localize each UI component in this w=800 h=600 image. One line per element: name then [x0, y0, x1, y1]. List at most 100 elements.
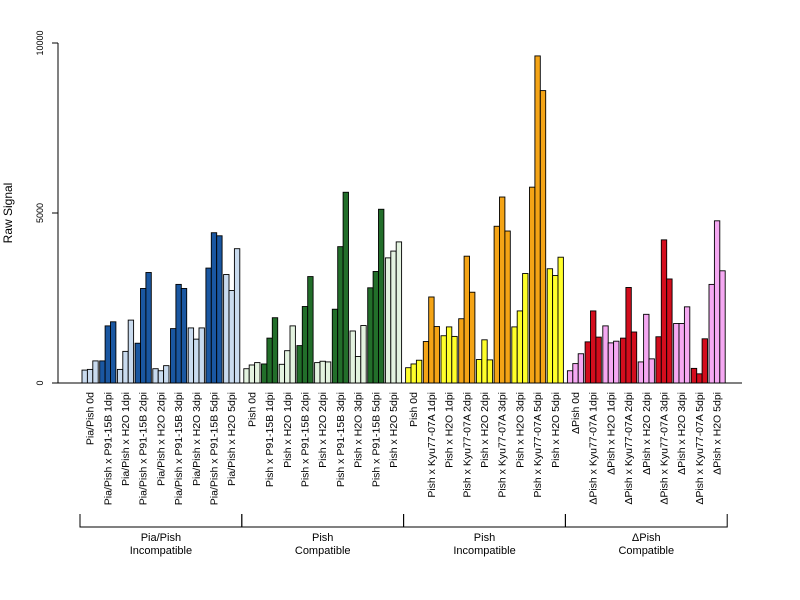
- bar: [134, 342, 141, 384]
- x-tick-label: ΔPish x Kyu77-07A 2dpi: [623, 392, 635, 505]
- x-tick-label: Pish x Kyu77-07A 1dpi: [426, 392, 438, 498]
- bar: [572, 363, 579, 384]
- bar: [122, 350, 129, 384]
- bar: [152, 368, 159, 384]
- group-bracket: [79, 514, 243, 528]
- bar: [307, 276, 314, 384]
- group-label-line2: Compatible: [295, 545, 351, 557]
- bar: [511, 326, 518, 384]
- bar: [266, 337, 273, 384]
- bar: [713, 220, 721, 384]
- bar: [390, 250, 397, 384]
- bar: [180, 288, 188, 384]
- bar: [602, 325, 609, 384]
- bar: [613, 340, 620, 384]
- x-tick-label: ΔPish 0d: [570, 392, 582, 434]
- y-tick-label: 10000: [35, 30, 45, 55]
- x-tick-label: ΔPish x Kyu77-07A 5dpi: [694, 392, 706, 505]
- bar: [481, 339, 488, 384]
- bar: [354, 356, 362, 384]
- bar: [410, 363, 417, 384]
- bar: [248, 364, 256, 384]
- bar: [228, 290, 235, 384]
- bar: [493, 225, 500, 384]
- x-tick-label: Pish x H2O 2dpi: [317, 392, 329, 468]
- bar: [384, 257, 392, 384]
- bar: [205, 267, 212, 384]
- x-tick-label: Pia/Pish x H2O 3dpi: [191, 392, 203, 486]
- bar: [440, 335, 447, 384]
- x-tick-label: Pish x H2O 5dpi: [388, 392, 400, 468]
- group-bracket: [403, 514, 566, 528]
- bar: [261, 363, 268, 384]
- bar: [522, 273, 529, 384]
- bar: [625, 287, 632, 384]
- bar: [595, 336, 602, 384]
- bar: [499, 196, 506, 384]
- x-tick-label: Pish x H2O 1dpi: [444, 392, 456, 468]
- bar: [395, 241, 403, 384]
- x-tick-label: Pia/Pish x H2O 1dpi: [120, 392, 132, 486]
- bar: [337, 246, 344, 384]
- group-label-line1: Pish: [312, 532, 333, 544]
- bar: [620, 337, 627, 384]
- bar: [175, 283, 182, 384]
- x-tick-label: Pish x H2O 3dpi: [514, 392, 526, 468]
- bar: [666, 278, 673, 384]
- bar: [690, 367, 698, 384]
- bar: [198, 327, 205, 384]
- bar: [557, 256, 564, 384]
- x-tick-label: Pish x Kyu77-07A 3dpi: [497, 392, 509, 498]
- bar: [367, 287, 374, 384]
- bar: [584, 341, 591, 384]
- x-tick-label: Pish x Kyu77-07A 2dpi: [461, 392, 473, 498]
- bar: [534, 55, 541, 384]
- bar: [127, 319, 135, 384]
- bar: [696, 373, 703, 384]
- bar: [223, 274, 230, 384]
- bar: [475, 359, 483, 384]
- bar: [539, 90, 547, 384]
- bar: [187, 327, 195, 384]
- bar: [314, 362, 321, 384]
- group-label-line1: ΔPish: [632, 532, 661, 544]
- group-bracket: [564, 514, 728, 528]
- bar: [546, 268, 554, 384]
- group-label-line1: Pia/Pish: [141, 532, 181, 544]
- x-tick-label: Pish 0d: [408, 392, 420, 427]
- group-bracket: [241, 514, 405, 528]
- bar: [458, 318, 465, 384]
- bar: [278, 363, 286, 384]
- bar: [655, 336, 662, 384]
- bar: [719, 270, 726, 384]
- bar: [643, 313, 650, 384]
- group-label-line2: Incompatible: [130, 545, 192, 557]
- bar: [607, 342, 615, 384]
- bar: [342, 191, 349, 384]
- x-tick-label: ΔPish x H2O 1dpi: [605, 392, 617, 475]
- x-tick-label: ΔPish x H2O 2dpi: [641, 392, 653, 475]
- x-tick-label: Pia/Pish x P91-15B 2dpi: [138, 392, 150, 505]
- y-axis-label: Raw Signal: [1, 183, 15, 244]
- bar: [319, 360, 326, 384]
- bar: [210, 232, 218, 384]
- x-tick-label: ΔPish x Kyu77-07A 3dpi: [659, 392, 671, 505]
- bars: [58, 55, 742, 384]
- bar: [637, 361, 645, 384]
- x-tick-label: ΔPish x Kyu77-07A 1dpi: [588, 392, 600, 505]
- bar: [99, 360, 106, 384]
- bar: [243, 368, 250, 384]
- group-label-line1: Pish: [474, 532, 495, 544]
- bar: [660, 239, 668, 384]
- group-label-line2: Compatible: [618, 545, 674, 557]
- bar: [284, 350, 291, 384]
- group-brackets: Pia/PishIncompatiblePishCompatiblePishIn…: [79, 514, 728, 557]
- group-label-line2: Incompatible: [453, 545, 515, 557]
- x-tick-labels: Pia/Pish 0d Pia/Pish x P91-15B 1dpi Pia/Pi…: [85, 392, 724, 505]
- bar: [271, 317, 279, 384]
- x-tick-label: Pish 0d: [246, 392, 258, 427]
- bar: [110, 321, 117, 384]
- bar: [378, 208, 385, 384]
- bar: [504, 230, 511, 384]
